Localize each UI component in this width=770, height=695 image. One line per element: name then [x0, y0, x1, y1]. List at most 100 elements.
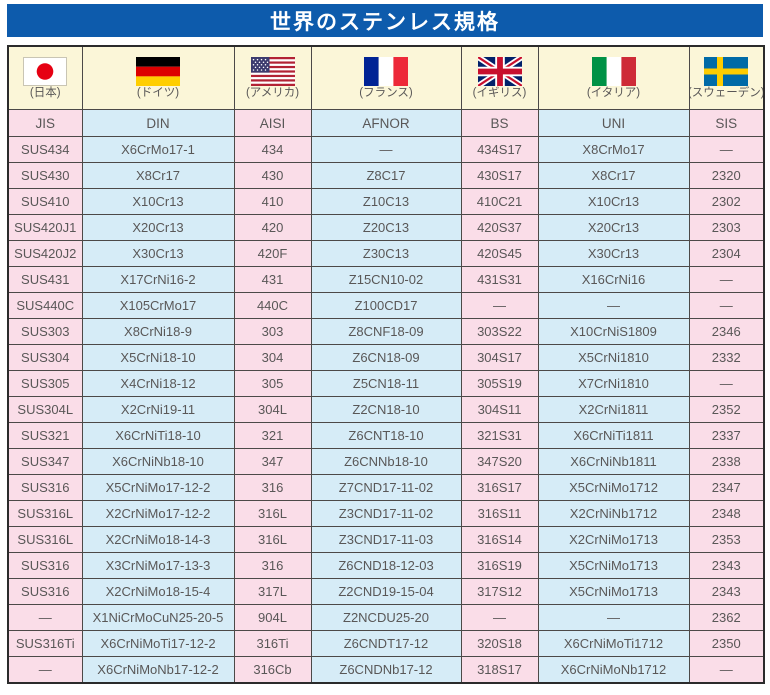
table-cell: 303S22 [460, 318, 539, 345]
table-cell: 430 [233, 162, 312, 189]
table-cell: ― [460, 604, 539, 631]
table-cell: 2347 [688, 474, 765, 501]
country-header-japan: (日本) [7, 45, 83, 110]
table-cell: X5CrNiMo1713 [537, 578, 690, 605]
table-cell: SUS316Ti [7, 630, 83, 657]
country-header-italy: (イタリア) [537, 45, 690, 110]
table-cell: 2350 [688, 630, 765, 657]
table-cell: 420 [233, 214, 312, 241]
table-cell: 2337 [688, 422, 765, 449]
table-row: SUS347 X6CrNiNb18-10 347 Z6CNNb18-10 347S20 X… [7, 448, 765, 475]
table-cell: X2CrNi1811 [537, 396, 690, 423]
table-row: SUS316Ti X6CrNiMoTi17-12-2 316Ti Z6CNDT17-1… [7, 630, 765, 657]
country-header-sweden: (スウェーデン) [688, 45, 765, 110]
table-row: SUS304L X2CrNi19-11 304L Z2CN18-10 304S11 X2C… [7, 396, 765, 423]
table-cell: SUS316L [7, 526, 83, 553]
table-cell: SUS420J1 [7, 214, 83, 241]
table-cell: SUS420J2 [7, 240, 83, 267]
table-cell: Z2NCDU25-20 [310, 604, 462, 631]
table-cell: ― [688, 136, 765, 163]
country-label: (イタリア) [586, 86, 641, 99]
table-row: SUS316L X2CrNiMo17-12-2 316L Z3CND17-11-02 3… [7, 500, 765, 527]
table-cell: 2304 [688, 240, 765, 267]
column-header-afnor: AFNOR [310, 109, 462, 137]
table-cell: X8CrMo17 [537, 136, 690, 163]
table-cell: 303 [233, 318, 312, 345]
table-cell: SUS410 [7, 188, 83, 215]
table-cell: 440C [233, 292, 312, 319]
table-cell: SUS305 [7, 370, 83, 397]
table-cell: X6CrNiTi18-10 [81, 422, 235, 449]
table-cell: ― [688, 292, 765, 319]
country-label: (日本) [29, 86, 61, 99]
table-cell: 320S18 [460, 630, 539, 657]
table-cell: 2338 [688, 448, 765, 475]
table-cell: Z6CNT18-10 [310, 422, 462, 449]
table-cell: X20Cr13 [537, 214, 690, 241]
table-cell: 434 [233, 136, 312, 163]
table-cell: SUS316L [7, 500, 83, 527]
table-cell: SUS316 [7, 578, 83, 605]
table-cell: 321S31 [460, 422, 539, 449]
column-header-bs: BS [460, 109, 539, 137]
table-cell: 2343 [688, 578, 765, 605]
table-row: SUS430 X8Cr17 430 Z8C17 430S17 X8Cr17 2320 [7, 162, 765, 189]
table-cell: 305 [233, 370, 312, 397]
table-cell: Z8CNF18-09 [310, 318, 462, 345]
table-cell: ― [537, 292, 690, 319]
table-cell: X5CrNiMo1712 [537, 474, 690, 501]
table-cell: SUS434 [7, 136, 83, 163]
table-cell: 2302 [688, 188, 765, 215]
table-cell: X6CrNiMoNb1712 [537, 656, 690, 684]
table-cell: ― [688, 370, 765, 397]
table-cell: 420F [233, 240, 312, 267]
table-cell: 316L [233, 526, 312, 553]
table-cell: X6CrNiTi1811 [537, 422, 690, 449]
stainless-standards-table: (日本) (ドイツ) (アメリカ) (フランス) (イギリス) (イタリア) (スウェーデン… [7, 45, 765, 684]
column-header-din: DIN [81, 109, 235, 137]
table-cell: X20Cr13 [81, 214, 235, 241]
table-row: ― X6CrNiMoNb17-12-2 316Cb Z6CNDNb17-12 318S1… [7, 656, 765, 684]
table-cell: 304 [233, 344, 312, 371]
table-cell: X6CrNiNb1811 [537, 448, 690, 475]
table-cell: Z7CND17-11-02 [310, 474, 462, 501]
table-cell: Z20C13 [310, 214, 462, 241]
country-label: (アメリカ) [245, 86, 300, 99]
table-cell: ― [7, 656, 83, 684]
table-cell: SUS321 [7, 422, 83, 449]
table-cell: Z6CND18-12-03 [310, 552, 462, 579]
table-cell: SUS440C [7, 292, 83, 319]
table-cell: 316Ti [233, 630, 312, 657]
table-cell: X6CrNiNb18-10 [81, 448, 235, 475]
table-cell: 317L [233, 578, 312, 605]
table-cell: Z30C13 [310, 240, 462, 267]
table-cell: X5CrNiMo1713 [537, 552, 690, 579]
table-cell: ― [460, 292, 539, 319]
table-cell: 347 [233, 448, 312, 475]
table-cell: SUS304 [7, 344, 83, 371]
table-cell: Z8C17 [310, 162, 462, 189]
column-header-row: JIS DIN AISI AFNOR BS UNI SIS [7, 109, 765, 137]
table-cell: X10CrNiS1809 [537, 318, 690, 345]
table-row: ― X1NiCrMoCuN25-20-5 904L Z2NCDU25-20 ― ― 2362 [7, 604, 765, 631]
country-header-france: (フランス) [310, 45, 462, 110]
table-cell: 434S17 [460, 136, 539, 163]
table-row: SUS420J1 X20Cr13 420 Z20C13 420S37 X20Cr13 230… [7, 214, 765, 241]
table-cell: X3CrNiMo17-13-3 [81, 552, 235, 579]
table-cell: 316 [233, 474, 312, 501]
table-cell: 305S19 [460, 370, 539, 397]
table-cell: X1NiCrMoCuN25-20-5 [81, 604, 235, 631]
table-cell: X6CrNiMoTi1712 [537, 630, 690, 657]
france-flag-icon [364, 56, 408, 86]
table-cell: X2CrNiMo1713 [537, 526, 690, 553]
table-row: SUS431 X17CrNi16-2 431 Z15CN10-02 431S31 X16C… [7, 266, 765, 293]
table-row: SUS420J2 X30Cr13 420F Z30C13 420S45 X30Cr13 23… [7, 240, 765, 267]
country-label: (ドイツ) [136, 86, 180, 99]
table-cell: X4CrNi18-12 [81, 370, 235, 397]
table-cell: X8Cr17 [81, 162, 235, 189]
sweden-flag-icon [704, 56, 749, 86]
table-cell: Z6CNDT17-12 [310, 630, 462, 657]
table-cell: ― [310, 136, 462, 163]
table-cell: ― [688, 266, 765, 293]
table-cell: 316S19 [460, 552, 539, 579]
